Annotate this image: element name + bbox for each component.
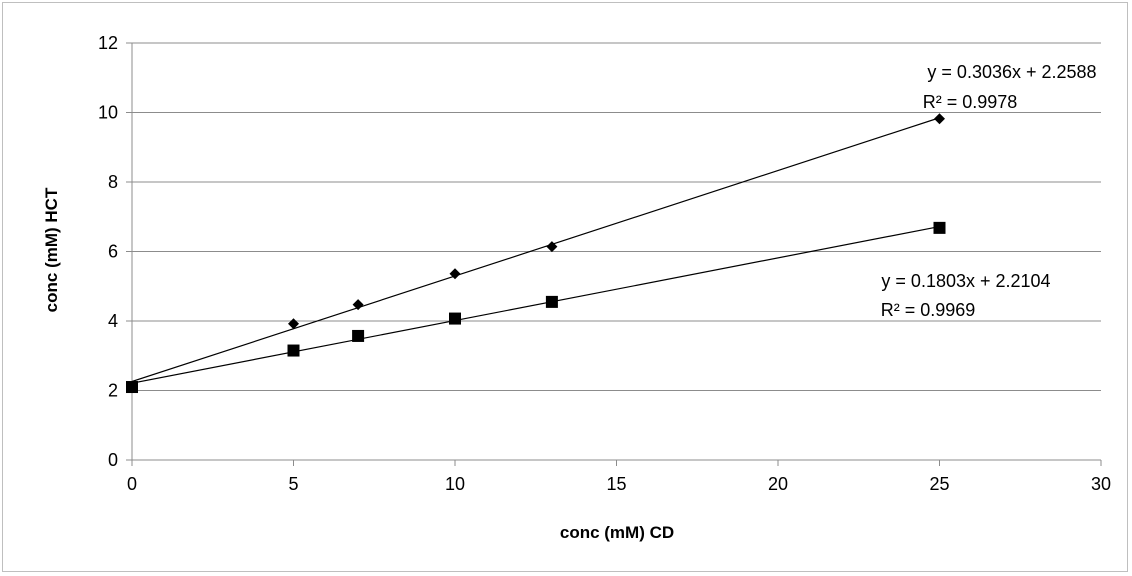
series-2-point-5 [933, 221, 946, 234]
x-tick-label-15: 15 [606, 474, 626, 494]
series-2-point-1 [287, 344, 300, 357]
series-1-point-3 [449, 268, 461, 280]
y-tick-label-4: 4 [108, 311, 118, 331]
x-tick-label-20: 20 [768, 474, 788, 494]
x-tick-label-0: 0 [127, 474, 137, 494]
y-axis-title: conc (mM) HCT [42, 187, 61, 312]
y-tick-label-8: 8 [108, 172, 118, 192]
x-axis-title: conc (mM) CD [560, 523, 674, 542]
y-tick-label-10: 10 [98, 103, 118, 123]
annotation-series-1-r2: R² = 0.9978 [923, 92, 1018, 112]
series-1-point-1 [288, 318, 299, 330]
y-tick-label-6: 6 [108, 242, 118, 262]
x-tick-label-10: 10 [445, 474, 465, 494]
x-tick-label-30: 30 [1091, 474, 1111, 494]
trendline-series-1 [131, 117, 940, 383]
series-2-point-4 [545, 295, 558, 308]
series-1-point-4 [546, 241, 558, 253]
trendlines [131, 117, 940, 384]
series-2-point-2 [352, 329, 365, 342]
x-tick-label-25: 25 [929, 474, 949, 494]
tick-labels: 0 2 4 6 8 10 12 0 5 10 15 20 25 30 [98, 33, 1111, 494]
data-points [126, 113, 946, 394]
series-2-point-3 [449, 312, 461, 325]
series-1-point-2 [352, 299, 364, 311]
series-1-point-5 [934, 113, 945, 125]
series-2-point-0 [126, 381, 138, 394]
y-tick-label-2: 2 [108, 381, 118, 401]
trendline-series-2 [131, 225, 940, 384]
x-tick-label-5: 5 [288, 474, 298, 494]
y-tick-label-12: 12 [98, 33, 118, 53]
annotation-series-1-equation: y = 0.3036x + 2.2588 [927, 62, 1096, 82]
y-tick-label-0: 0 [108, 450, 118, 470]
annotation-series-2-equation: y = 0.1803x + 2.2104 [881, 271, 1050, 291]
annotation-series-2-r2: R² = 0.9969 [881, 300, 976, 320]
